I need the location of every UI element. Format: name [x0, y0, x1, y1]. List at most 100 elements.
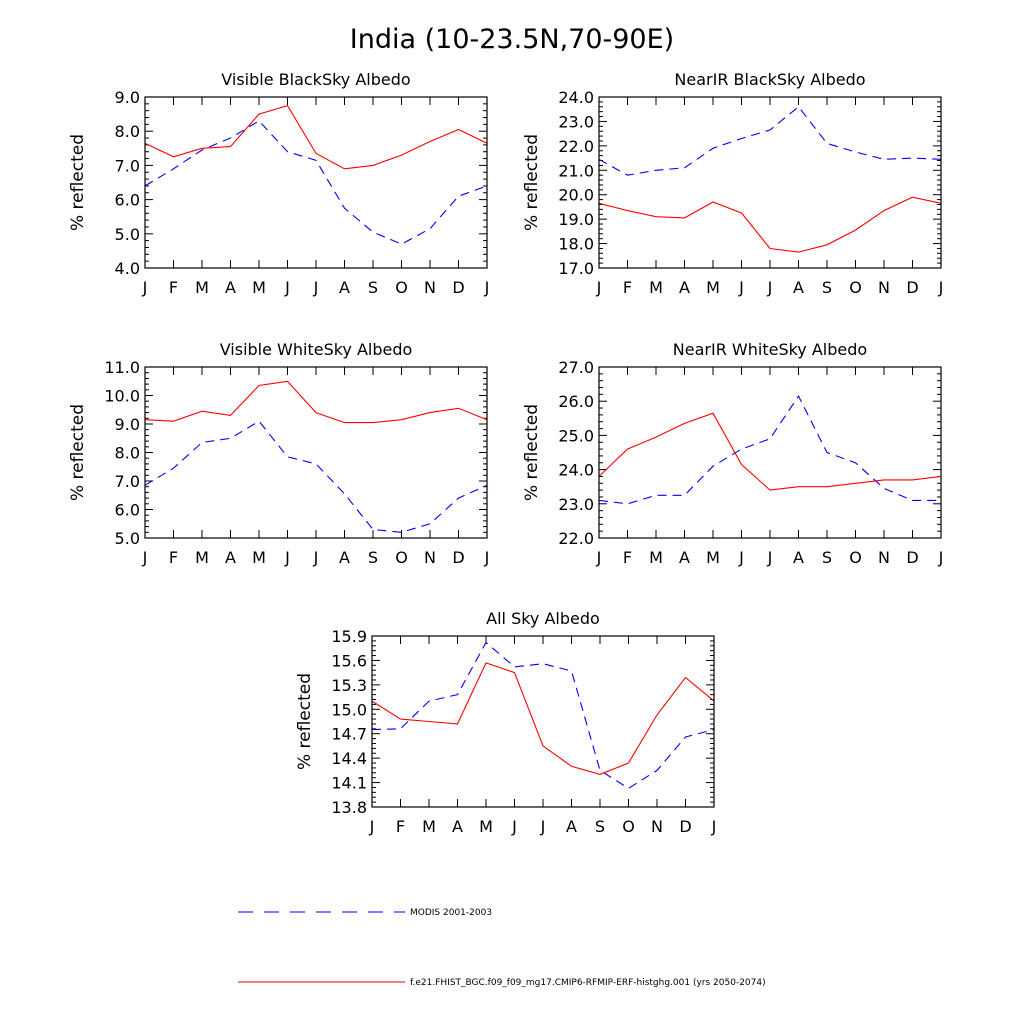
x-tick-label: A [225, 278, 236, 297]
legend-label-modis: MODIS 2001-2003 [410, 908, 492, 918]
y-tick-label: 11.0 [104, 358, 140, 377]
y-tick-label: 6.0 [115, 501, 140, 520]
panel-title: NearIR BlackSky Albedo [674, 70, 865, 89]
y-axis-label: % reflected [295, 673, 315, 770]
x-tick-label: J [738, 548, 744, 567]
y-tick-label: 8.0 [115, 444, 140, 463]
y-axis-label: % reflected [522, 404, 542, 501]
x-tick-label: J [313, 278, 319, 297]
y-tick-label: 23.0 [558, 495, 594, 514]
x-tick-label: J [142, 548, 148, 567]
y-tick-label: 5.0 [115, 225, 140, 244]
y-tick-label: 15.3 [331, 676, 367, 695]
main-title: India (10-23.5N,70-90E) [350, 24, 674, 55]
y-tick-label: 21.0 [558, 161, 594, 180]
panel-visible-whitesky: Visible WhiteSky Albedo % reflected 5.0 6.0… [68, 340, 489, 567]
plot-frame [144, 96, 488, 269]
y-tick-label: 20.0 [558, 186, 594, 205]
y-axis-label: % reflected [68, 134, 88, 231]
x-tick-label: A [679, 278, 690, 297]
x-tick-label: A [566, 817, 577, 836]
series-line-modis [598, 395, 941, 505]
x-tick-label: M [422, 817, 436, 836]
panel-all-sky: All Sky Albedo % reflected 13.8 14.1 14.4 14.… [295, 609, 716, 836]
y-tick-label: 15.0 [331, 700, 367, 719]
y-tick-label: 14.4 [331, 749, 367, 768]
y-tick-label: 17.0 [558, 259, 594, 278]
x-tick-label: S [822, 548, 832, 567]
panel-visible-blacksky: Visible BlackSky Albedo % reflected 4.0 5.0… [68, 70, 489, 297]
x-tick-label: D [452, 548, 464, 567]
x-tick-label: A [225, 548, 236, 567]
x-tick-label: N [424, 278, 436, 297]
series-line-modis [598, 106, 942, 176]
x-tick-label: J [938, 278, 944, 297]
plot-frame [144, 366, 488, 539]
y-axis-label: % reflected [68, 404, 88, 501]
x-tick-label: N [878, 548, 890, 567]
y-tick-label: 18.0 [558, 235, 594, 254]
x-tick-label: A [339, 548, 350, 567]
x-tick-label: S [368, 278, 378, 297]
x-tick-label: A [452, 817, 463, 836]
panel-title: NearIR WhiteSky Albedo [673, 340, 867, 359]
x-tick-label: A [679, 548, 690, 567]
y-tick-label: 9.0 [115, 88, 140, 107]
series-line-modis [144, 120, 488, 245]
x-tick-label: J [369, 817, 375, 836]
panel-title: Visible WhiteSky Albedo [220, 340, 413, 359]
series-line-model [598, 196, 942, 253]
y-tick-label: 15.6 [331, 651, 367, 670]
legend: MODIS 2001-2003 f.e21.FHIST_BGC.f09_f09_… [238, 908, 766, 988]
x-tick-label: J [767, 548, 773, 567]
panel-title: Visible BlackSky Albedo [221, 70, 410, 89]
x-tick-label: N [878, 278, 890, 297]
y-tick-label: 13.8 [331, 798, 367, 817]
y-tick-label: 25.0 [558, 426, 594, 445]
x-tick-label: N [424, 548, 436, 567]
y-tick-label: 24.0 [558, 88, 594, 107]
y-tick-label: 14.1 [331, 774, 367, 793]
x-tick-label: F [396, 817, 405, 836]
x-tick-label: J [711, 817, 717, 836]
x-tick-label: J [511, 817, 517, 836]
y-tick-label: 14.7 [331, 725, 367, 744]
x-tick-label: M [195, 278, 209, 297]
x-tick-label: A [793, 278, 804, 297]
x-tick-label: J [738, 278, 744, 297]
series-line-modis [144, 420, 488, 533]
plot-frame [598, 366, 942, 539]
x-tick-label: D [906, 278, 918, 297]
x-tick-label: S [822, 278, 832, 297]
x-tick-label: J [284, 278, 290, 297]
x-tick-label: M [706, 278, 720, 297]
series-line-model [598, 412, 942, 491]
x-tick-label: A [793, 548, 804, 567]
panel-title: All Sky Albedo [486, 609, 600, 628]
x-tick-label: J [767, 278, 773, 297]
y-axis-label: % reflected [522, 134, 542, 231]
x-tick-label: J [596, 548, 602, 567]
y-tick-label: 22.0 [558, 137, 594, 156]
x-tick-label: M [252, 278, 266, 297]
x-tick-label: D [452, 278, 464, 297]
x-tick-label: S [368, 548, 378, 567]
panel-nearir-whitesky: NearIR WhiteSky Albedo % reflected 22.0 23.… [522, 340, 943, 567]
y-tick-label: 22.0 [558, 529, 594, 548]
series-line-model [144, 104, 488, 170]
x-tick-label: A [339, 278, 350, 297]
x-tick-label: J [142, 278, 148, 297]
x-tick-label: F [623, 548, 632, 567]
series-line-model [371, 662, 715, 775]
x-tick-label: M [195, 548, 209, 567]
y-tick-label: 23.0 [558, 112, 594, 131]
legend-label-model: f.e21.FHIST_BGC.f09_f09_mg17.CMIP6-RFMIP… [410, 978, 766, 988]
x-tick-label: N [651, 817, 663, 836]
x-tick-label: J [484, 278, 490, 297]
x-tick-label: J [596, 278, 602, 297]
panel-nearir-blacksky: NearIR BlackSky Albedo % reflected 17.0 18.… [522, 70, 943, 297]
x-tick-label: J [540, 817, 546, 836]
y-tick-label: 7.0 [115, 156, 140, 175]
x-tick-label: S [595, 817, 605, 836]
